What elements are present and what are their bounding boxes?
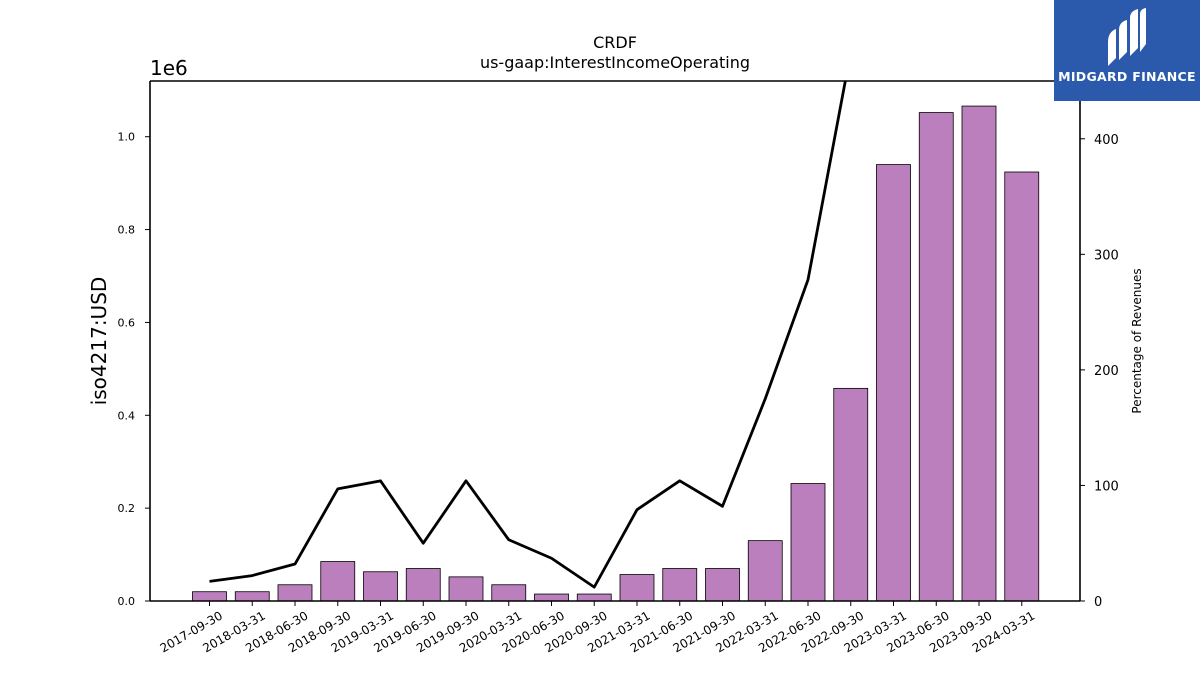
chart-title: CRDF: [593, 33, 637, 52]
bar: [448, 576, 484, 602]
bar-series: [192, 105, 1040, 602]
brand-logo: MIDGARD FINANCE: [1054, 0, 1200, 101]
bar: [277, 584, 313, 602]
bar: [918, 112, 954, 602]
axes: [149, 80, 1081, 602]
bar: [576, 593, 612, 602]
logo-mark-icon: [1108, 8, 1146, 66]
bar: [405, 568, 441, 602]
bar: [491, 584, 527, 602]
y2-tick-label: 200: [1094, 364, 1119, 379]
bar: [662, 568, 698, 602]
x-axis-ticks: 2017-09-302018-03-312018-06-302018-09-30…: [158, 601, 1037, 655]
y2-tick-label: 100: [1094, 479, 1119, 494]
y-tick-label: 0.4: [118, 409, 136, 422]
y-tick-label: 0.2: [118, 502, 136, 515]
y-tick-label: 0.8: [118, 224, 136, 237]
y-axis-ticks: 0.0 0.2 0.4 0.6 0.8 1.0: [118, 131, 150, 608]
bar: [876, 164, 911, 602]
y2-tick-label: 400: [1094, 133, 1119, 148]
y2-tick-label: 0: [1094, 595, 1102, 610]
bar: [833, 387, 869, 602]
bar: [534, 593, 569, 602]
chart-subtitle: us-gaap:InterestIncomeOperating: [480, 53, 750, 72]
bar: [961, 105, 997, 602]
percentage-line: [209, 81, 847, 589]
bar: [705, 568, 740, 602]
bar: [192, 591, 227, 602]
y-tick-label: 1.0: [118, 131, 136, 144]
bar: [1004, 171, 1040, 602]
bar: [790, 483, 826, 602]
y2-axis-ticks: 0 100 200 300 400: [1080, 133, 1119, 610]
y-tick-label: 0.6: [118, 316, 136, 329]
y-axis-label: iso4217:USD: [87, 277, 111, 406]
bar: [363, 571, 398, 602]
logo-text: MIDGARD FINANCE: [1058, 69, 1196, 84]
bar: [234, 591, 270, 602]
bar: [619, 574, 655, 602]
y-scale-label: 1e6: [150, 56, 188, 80]
y-tick-label: 0.0: [118, 595, 136, 608]
y2-tick-label: 300: [1094, 248, 1119, 263]
bar: [320, 561, 356, 602]
bar: [747, 540, 783, 602]
y2-axis-label: Percentage of Revenues: [1130, 268, 1144, 413]
percentage-line-series: [209, 81, 1024, 589]
